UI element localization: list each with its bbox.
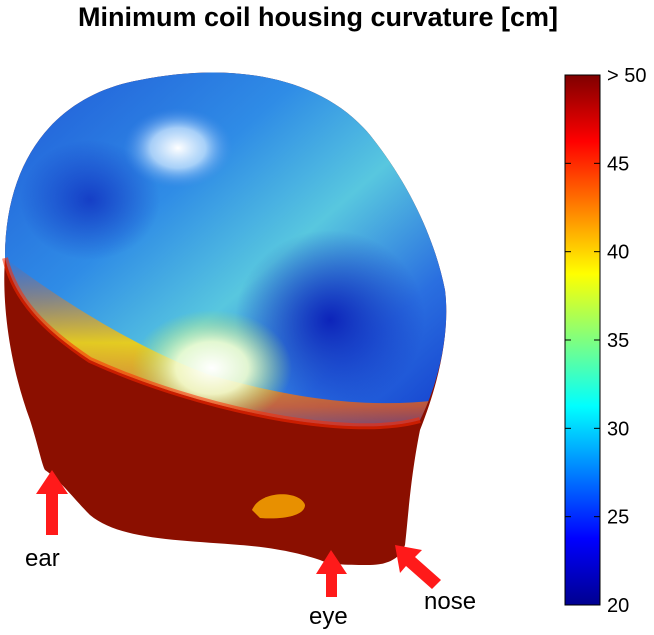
- colorbar-tick-label-4: 40: [607, 242, 629, 264]
- colorbar-tick-label-6: > 50: [607, 65, 646, 87]
- label-eye: eye: [309, 603, 348, 630]
- label-nose: nose: [424, 588, 476, 615]
- label-ear: ear: [25, 545, 60, 572]
- nose-arrow: [395, 545, 441, 589]
- ear-arrow: [36, 470, 68, 535]
- colorbar-ticks: 20 25 30 35 40 45 > 50: [565, 65, 646, 617]
- colorbar-tick-label-2: 30: [607, 418, 629, 440]
- crown-edge: [2, 257, 421, 430]
- colorbar-tick-label-0: 20: [607, 595, 629, 617]
- figure-title: Minimum coil housing curvature [cm]: [78, 2, 558, 32]
- colorbar-tick-label-1: 25: [607, 507, 629, 529]
- nose-bridge-highlight: [252, 494, 305, 519]
- colorbar-tick-label-5: 45: [607, 153, 629, 175]
- colorbar-tick-label-3: 35: [607, 330, 629, 352]
- eye-arrow: [316, 550, 347, 597]
